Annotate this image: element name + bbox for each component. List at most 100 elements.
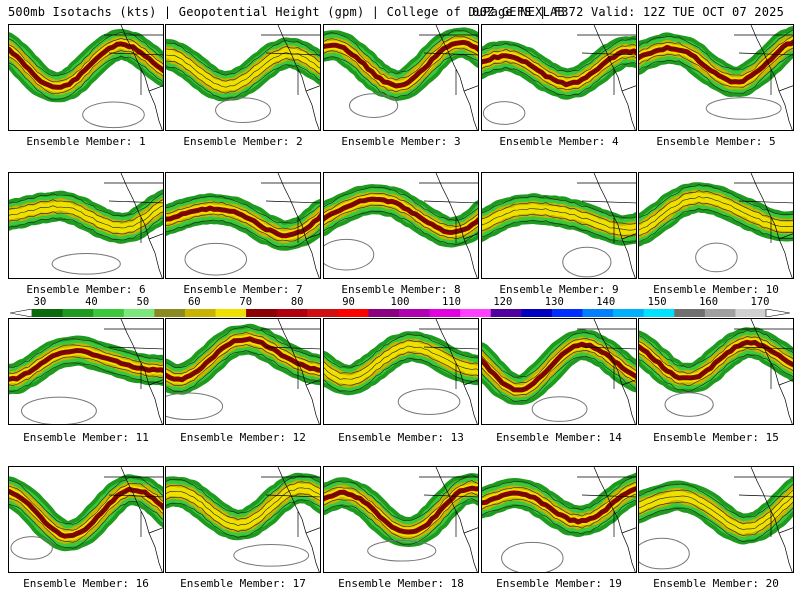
height-contour-closed xyxy=(531,396,588,422)
ensemble-member-map xyxy=(638,172,794,279)
height-contour xyxy=(639,342,793,380)
ensemble-member-caption: Ensemble Member: 3 xyxy=(341,135,461,148)
height-contour xyxy=(482,38,636,72)
color-scale-segment xyxy=(32,309,64,317)
ensemble-member-caption: Ensemble Member: 12 xyxy=(180,431,306,444)
height-contour xyxy=(324,474,478,522)
height-contour-closed xyxy=(639,537,690,570)
ensemble-member-map xyxy=(165,172,321,279)
coastline-borders xyxy=(104,173,163,278)
ensemble-member-caption: Ensemble Member: 1 xyxy=(26,135,146,148)
isotach-band-80kt xyxy=(639,192,793,236)
height-contour xyxy=(324,41,478,87)
isotach-map-svg xyxy=(639,319,793,424)
color-scale-tick-label: 100 xyxy=(390,296,410,308)
coastline-borders xyxy=(261,25,320,130)
isotach-map-svg xyxy=(9,173,163,278)
height-contour xyxy=(9,217,163,241)
color-scale-segment xyxy=(521,309,553,317)
height-contour xyxy=(9,356,163,386)
height-contour xyxy=(166,481,320,520)
height-contour-closed xyxy=(166,392,224,421)
height-contour xyxy=(9,350,163,380)
ensemble-member-caption: Ensemble Member: 2 xyxy=(183,135,303,148)
isotach-map-svg xyxy=(324,319,478,424)
height-contour-closed xyxy=(367,539,437,562)
ensemble-member-map xyxy=(165,24,321,131)
height-contour xyxy=(639,41,793,82)
isotach-band-80kt xyxy=(482,203,636,236)
height-contour xyxy=(482,214,636,237)
ensemble-member-map xyxy=(323,318,479,425)
color-scale-segment xyxy=(399,309,431,317)
coastline-borders xyxy=(734,25,793,130)
coastline-borders xyxy=(104,467,163,572)
coastline-borders xyxy=(419,467,478,572)
height-contour xyxy=(482,220,636,243)
color-scale-tick-label: 50 xyxy=(136,296,150,308)
height-contour xyxy=(166,350,320,392)
height-contour xyxy=(639,330,793,368)
ensemble-member-map xyxy=(8,172,164,279)
ensemble-member-map xyxy=(8,466,164,573)
isotach-map-svg xyxy=(639,25,793,130)
height-contour-closed xyxy=(21,396,97,424)
height-contour xyxy=(324,492,478,540)
height-contour xyxy=(9,344,163,374)
isotach-map-svg xyxy=(9,25,163,130)
coastline-borders xyxy=(261,467,320,572)
height-contour-closed xyxy=(348,93,399,118)
isotach-color-scale: 30 40 50 60 70 80 90 100 110 120 130 140 150 160 170 xyxy=(10,296,790,320)
height-contour xyxy=(324,480,478,528)
height-contour xyxy=(9,56,163,101)
ensemble-member-caption: Ensemble Member: 10 xyxy=(653,283,779,296)
height-contour xyxy=(9,489,163,537)
color-scale-tick-label: 160 xyxy=(699,296,719,308)
height-contour xyxy=(324,339,478,374)
height-contour xyxy=(324,351,478,386)
isotach-map-svg xyxy=(482,25,636,130)
ensemble-member-map xyxy=(481,466,637,573)
ensemble-member-map xyxy=(638,318,794,425)
color-scale-tick-label: 120 xyxy=(493,296,513,308)
color-scale-segment xyxy=(123,309,155,317)
ensemble-member-caption: Ensemble Member: 18 xyxy=(338,577,464,590)
color-scale-segment xyxy=(62,309,94,317)
height-contour-closed xyxy=(664,392,714,417)
coastline-borders xyxy=(419,319,478,424)
color-scale-segment xyxy=(429,309,461,317)
color-scale-segment xyxy=(704,309,736,317)
coastline-borders xyxy=(734,173,793,278)
height-contour xyxy=(9,495,163,543)
height-contour-closed xyxy=(82,101,145,129)
ensemble-member-map xyxy=(481,24,637,131)
ensemble-member-caption: Ensemble Member: 7 xyxy=(183,283,303,296)
height-contour xyxy=(9,50,163,95)
height-contour xyxy=(9,44,163,89)
height-contour xyxy=(324,186,478,222)
height-contour xyxy=(482,482,636,517)
height-contour-closed xyxy=(324,238,375,271)
height-contour-closed xyxy=(695,242,738,273)
height-contour xyxy=(9,477,163,525)
height-contour xyxy=(166,213,320,242)
height-contour xyxy=(639,35,793,76)
height-contour-closed xyxy=(397,388,461,416)
ensemble-member-map xyxy=(481,172,637,279)
ensemble-member-map xyxy=(638,24,794,131)
color-scale-segment xyxy=(613,309,645,317)
color-scale-tick-label: 90 xyxy=(342,296,355,308)
ensemble-member-map xyxy=(323,24,479,131)
height-contour xyxy=(324,198,478,234)
height-contour xyxy=(324,333,478,368)
height-contour-closed xyxy=(482,101,526,125)
height-contour xyxy=(9,501,163,549)
color-scale-segment xyxy=(154,309,186,317)
isotach-map-svg xyxy=(324,173,478,278)
color-scale-segment xyxy=(93,309,125,317)
color-scale-tick-label: 60 xyxy=(187,296,201,308)
coastline-borders xyxy=(419,25,478,130)
coastline-borders xyxy=(104,25,163,130)
color-scale-segment xyxy=(184,309,216,317)
